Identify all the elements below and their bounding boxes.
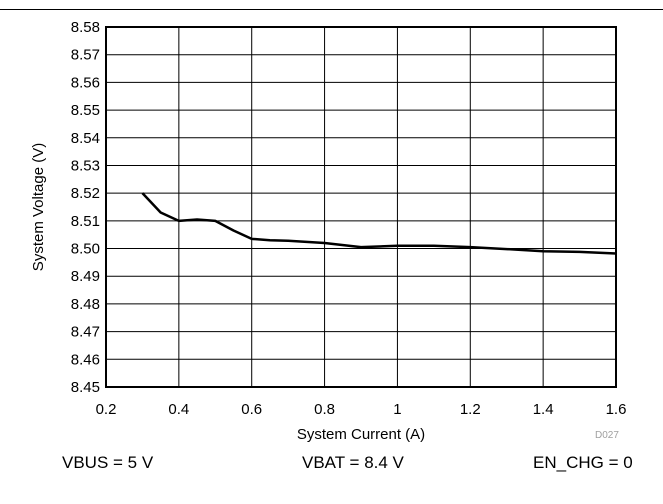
y-tick-label: 8.51 [71, 213, 100, 230]
y-tick-label: 8.57 [71, 47, 100, 64]
x-tick-label: 1.4 [533, 401, 554, 418]
x-tick-label: 0.4 [168, 401, 189, 418]
x-tick-label: 1.2 [460, 401, 481, 418]
x-tick-label: 0.8 [314, 401, 335, 418]
x-axis-label: System Current (A) [297, 426, 425, 443]
series-layer [141, 192, 617, 255]
top-rule [0, 9, 663, 10]
y-tick-label: 8.45 [71, 379, 100, 396]
y-tick-label: 8.46 [71, 351, 100, 368]
grid [105, 26, 617, 388]
y-tick-label: 8.54 [71, 130, 100, 147]
x-tick-label: 0.6 [241, 401, 262, 418]
y-tick-label: 8.53 [71, 157, 100, 174]
y-tick-label: 8.49 [71, 268, 100, 285]
y-axis-label: System Voltage (V) [30, 143, 47, 271]
en-chg-condition: EN_CHG = 0 [533, 453, 633, 472]
vbus-condition: VBUS = 5 V [62, 453, 154, 472]
vbat-condition: VBAT = 8.4 V [302, 453, 404, 472]
tick-labels: 0.2 0.4 0.6 0.8 1 1.2 1.4 1.6 8.45 8.46 8.47 8.48 8.… [71, 19, 627, 418]
y-tick-label: 8.50 [71, 241, 100, 258]
y-tick-label: 8.56 [71, 74, 100, 91]
x-tick-label: 0.2 [96, 401, 117, 418]
x-tick-label: 1 [393, 401, 401, 418]
y-tick-label: 8.48 [71, 296, 100, 313]
x-tick-label: 1.6 [606, 401, 627, 418]
source-id: D027 [595, 430, 619, 441]
y-tick-label: 8.55 [71, 102, 100, 119]
series-line [141, 192, 617, 255]
y-tick-label: 8.47 [71, 324, 100, 341]
y-tick-label: 8.58 [71, 19, 100, 36]
y-tick-label: 8.52 [71, 185, 100, 202]
plot-frame [105, 26, 617, 388]
